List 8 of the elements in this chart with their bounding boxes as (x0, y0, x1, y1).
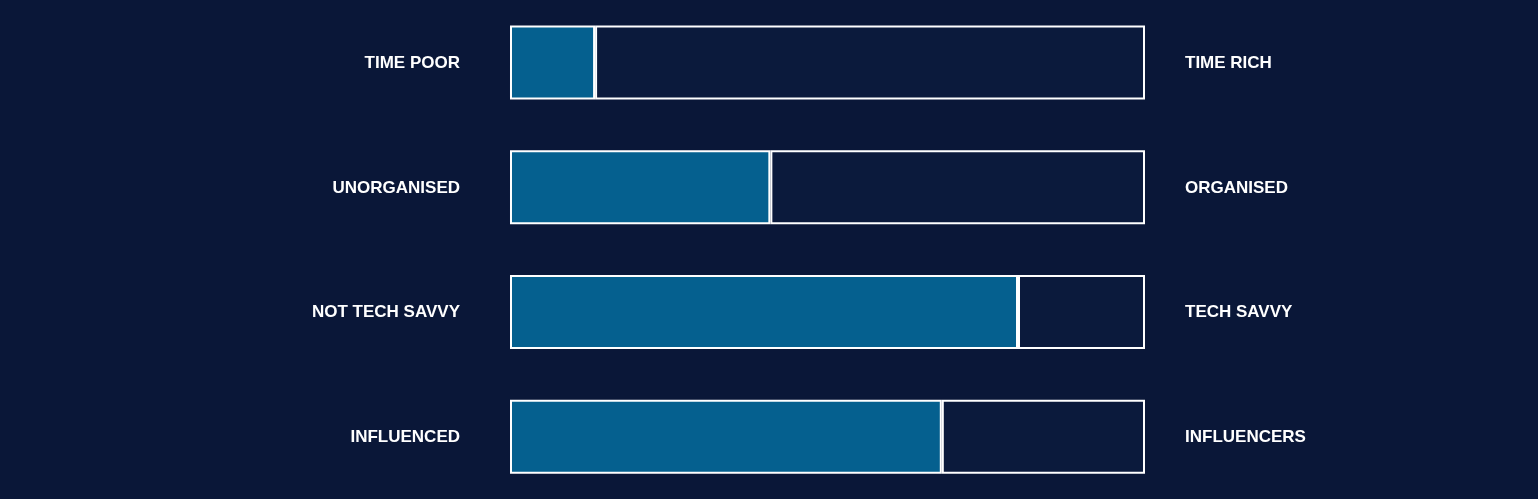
y2-tick-label: TIME RICH (1185, 52, 1272, 72)
y-tick-label: UNORGANISED (332, 177, 460, 197)
y-tick-label: NOT TECH SAVVY (312, 302, 461, 322)
y-tick-label: TIME POOR (364, 52, 460, 72)
y-tick-label: INFLUENCED (350, 427, 460, 447)
y2-tick-label: ORGANISED (1185, 177, 1288, 197)
y2-tick-label: INFLUENCERS (1185, 427, 1306, 447)
y2-tick-label: TECH SAVVY (1185, 302, 1294, 322)
